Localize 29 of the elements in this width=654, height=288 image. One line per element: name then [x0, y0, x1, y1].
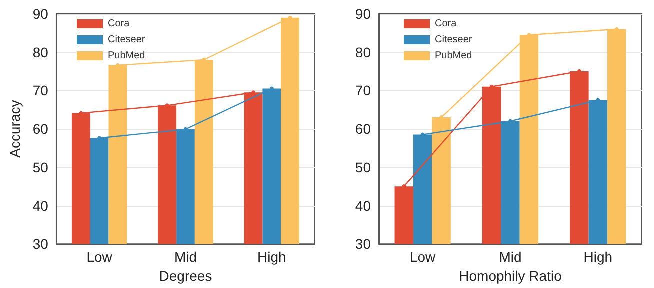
- y-tick-label: 40: [32, 198, 49, 214]
- x-axis-title: Degrees: [159, 268, 212, 284]
- y-tick-label: 70: [32, 82, 49, 99]
- x-tick-label: Mid: [499, 249, 522, 266]
- y-tick-label: 60: [355, 121, 372, 138]
- y-tick-label: 90: [32, 6, 49, 22]
- x-tick-label: Low: [410, 249, 437, 266]
- y-tick-label: 80: [355, 44, 372, 60]
- y-tick-label: 50: [32, 159, 49, 176]
- y-tick-label: 80: [32, 44, 49, 60]
- y-tick-label: 90: [355, 6, 372, 22]
- y-tick-label: 50: [355, 159, 372, 176]
- x-tick-label: High: [258, 249, 286, 266]
- legend-label: Citeseer: [435, 34, 473, 46]
- legend-label: Cora: [108, 18, 130, 30]
- x-axis-title: Homophily Ratio: [459, 268, 562, 284]
- y-tick-label: 70: [355, 82, 372, 99]
- x-tick-label: Mid: [174, 249, 198, 266]
- x-tick-label: High: [584, 249, 613, 266]
- x-tick-label: Low: [86, 249, 114, 266]
- legend-label: PubMed: [435, 50, 472, 62]
- y-tick-label: 30: [32, 236, 49, 252]
- legend-label: Cora: [435, 18, 458, 30]
- y-tick-label: 30: [355, 236, 372, 252]
- y-tick-label: 60: [32, 121, 49, 138]
- y-axis-title: Accuracy: [7, 100, 23, 158]
- y-tick-label: 40: [355, 198, 372, 214]
- legend-label: PubMed: [108, 50, 146, 62]
- legend-label: Citeseer: [108, 34, 146, 46]
